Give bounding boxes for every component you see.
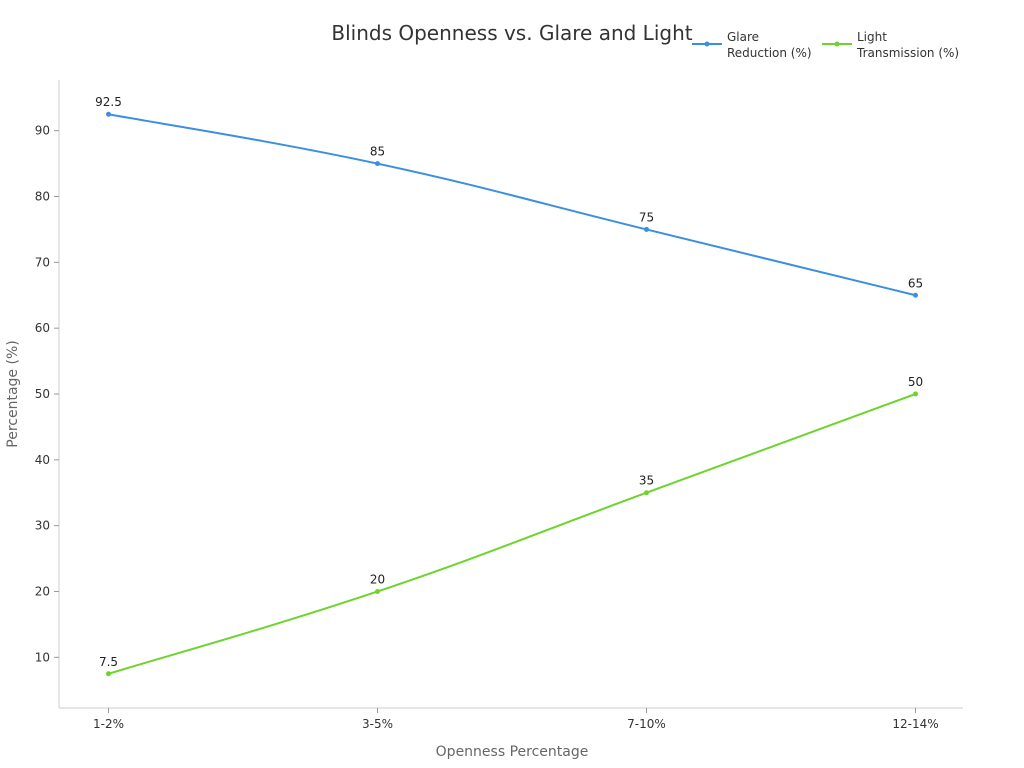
legend-label: Light: [857, 30, 887, 44]
data-label: 75: [639, 210, 654, 224]
x-axis-title: Openness Percentage: [436, 744, 589, 760]
data-point[interactable]: [375, 161, 380, 167]
x-axis-ticks: 1-2% 3-5% 7-10% 12-14%: [93, 708, 939, 731]
series-line: [108, 393, 916, 675]
data-point[interactable]: [106, 671, 111, 677]
x-tick-label: 1-2%: [93, 717, 124, 731]
data-label: 35: [639, 474, 654, 488]
series-line: [108, 113, 916, 297]
legend-label: Transmission (%): [856, 46, 959, 60]
data-point[interactable]: [375, 588, 380, 594]
chart-title: Blinds Openness vs. Glare and Light: [331, 21, 692, 45]
x-tick-label: 7-10%: [627, 717, 666, 731]
series-0: 92.5 85 75 65: [95, 95, 923, 298]
legend-swatch-marker: [834, 41, 840, 47]
y-tick-label: 50: [35, 387, 50, 401]
legend-label: Reduction (%): [727, 46, 812, 60]
data-label: 7.5: [99, 655, 118, 669]
y-tick-label: 40: [35, 453, 50, 467]
legend-item[interactable]: Light Transmission (%): [822, 30, 959, 60]
data-label: 85: [370, 145, 385, 159]
y-tick-label: 10: [35, 650, 50, 664]
data-point[interactable]: [644, 226, 649, 232]
legend-swatch-marker: [704, 41, 710, 47]
y-tick-label: 80: [35, 190, 50, 204]
y-tick-label: 20: [35, 584, 50, 598]
y-axis-title: Percentage (%): [5, 340, 21, 447]
x-tick-label: 12-14%: [892, 717, 938, 731]
y-axis-ticks: 10 20 30 40 50 60 70 80 90: [35, 124, 59, 664]
legend-item[interactable]: Glare Reduction (%): [692, 30, 812, 60]
data-label: 50: [908, 375, 923, 389]
y-tick-label: 90: [35, 124, 50, 138]
y-tick-label: 60: [35, 321, 50, 335]
data-point[interactable]: [644, 490, 649, 496]
legend: Glare Reduction (%) Light Transmission (%): [692, 30, 959, 60]
data-point[interactable]: [913, 391, 918, 397]
legend-label: Glare: [727, 30, 759, 44]
data-label: 20: [370, 572, 385, 586]
series-1: 7.5 20 35 50: [99, 375, 923, 677]
data-point[interactable]: [106, 111, 111, 117]
data-label: 92.5: [95, 95, 122, 109]
data-label: 65: [908, 276, 923, 290]
series-layer: 92.5 85 75 65 7.5 20 35 50: [95, 95, 923, 677]
x-tick-label: 3-5%: [362, 717, 393, 731]
y-tick-label: 70: [35, 255, 50, 269]
y-tick-label: 30: [35, 519, 50, 533]
data-point[interactable]: [913, 292, 918, 298]
